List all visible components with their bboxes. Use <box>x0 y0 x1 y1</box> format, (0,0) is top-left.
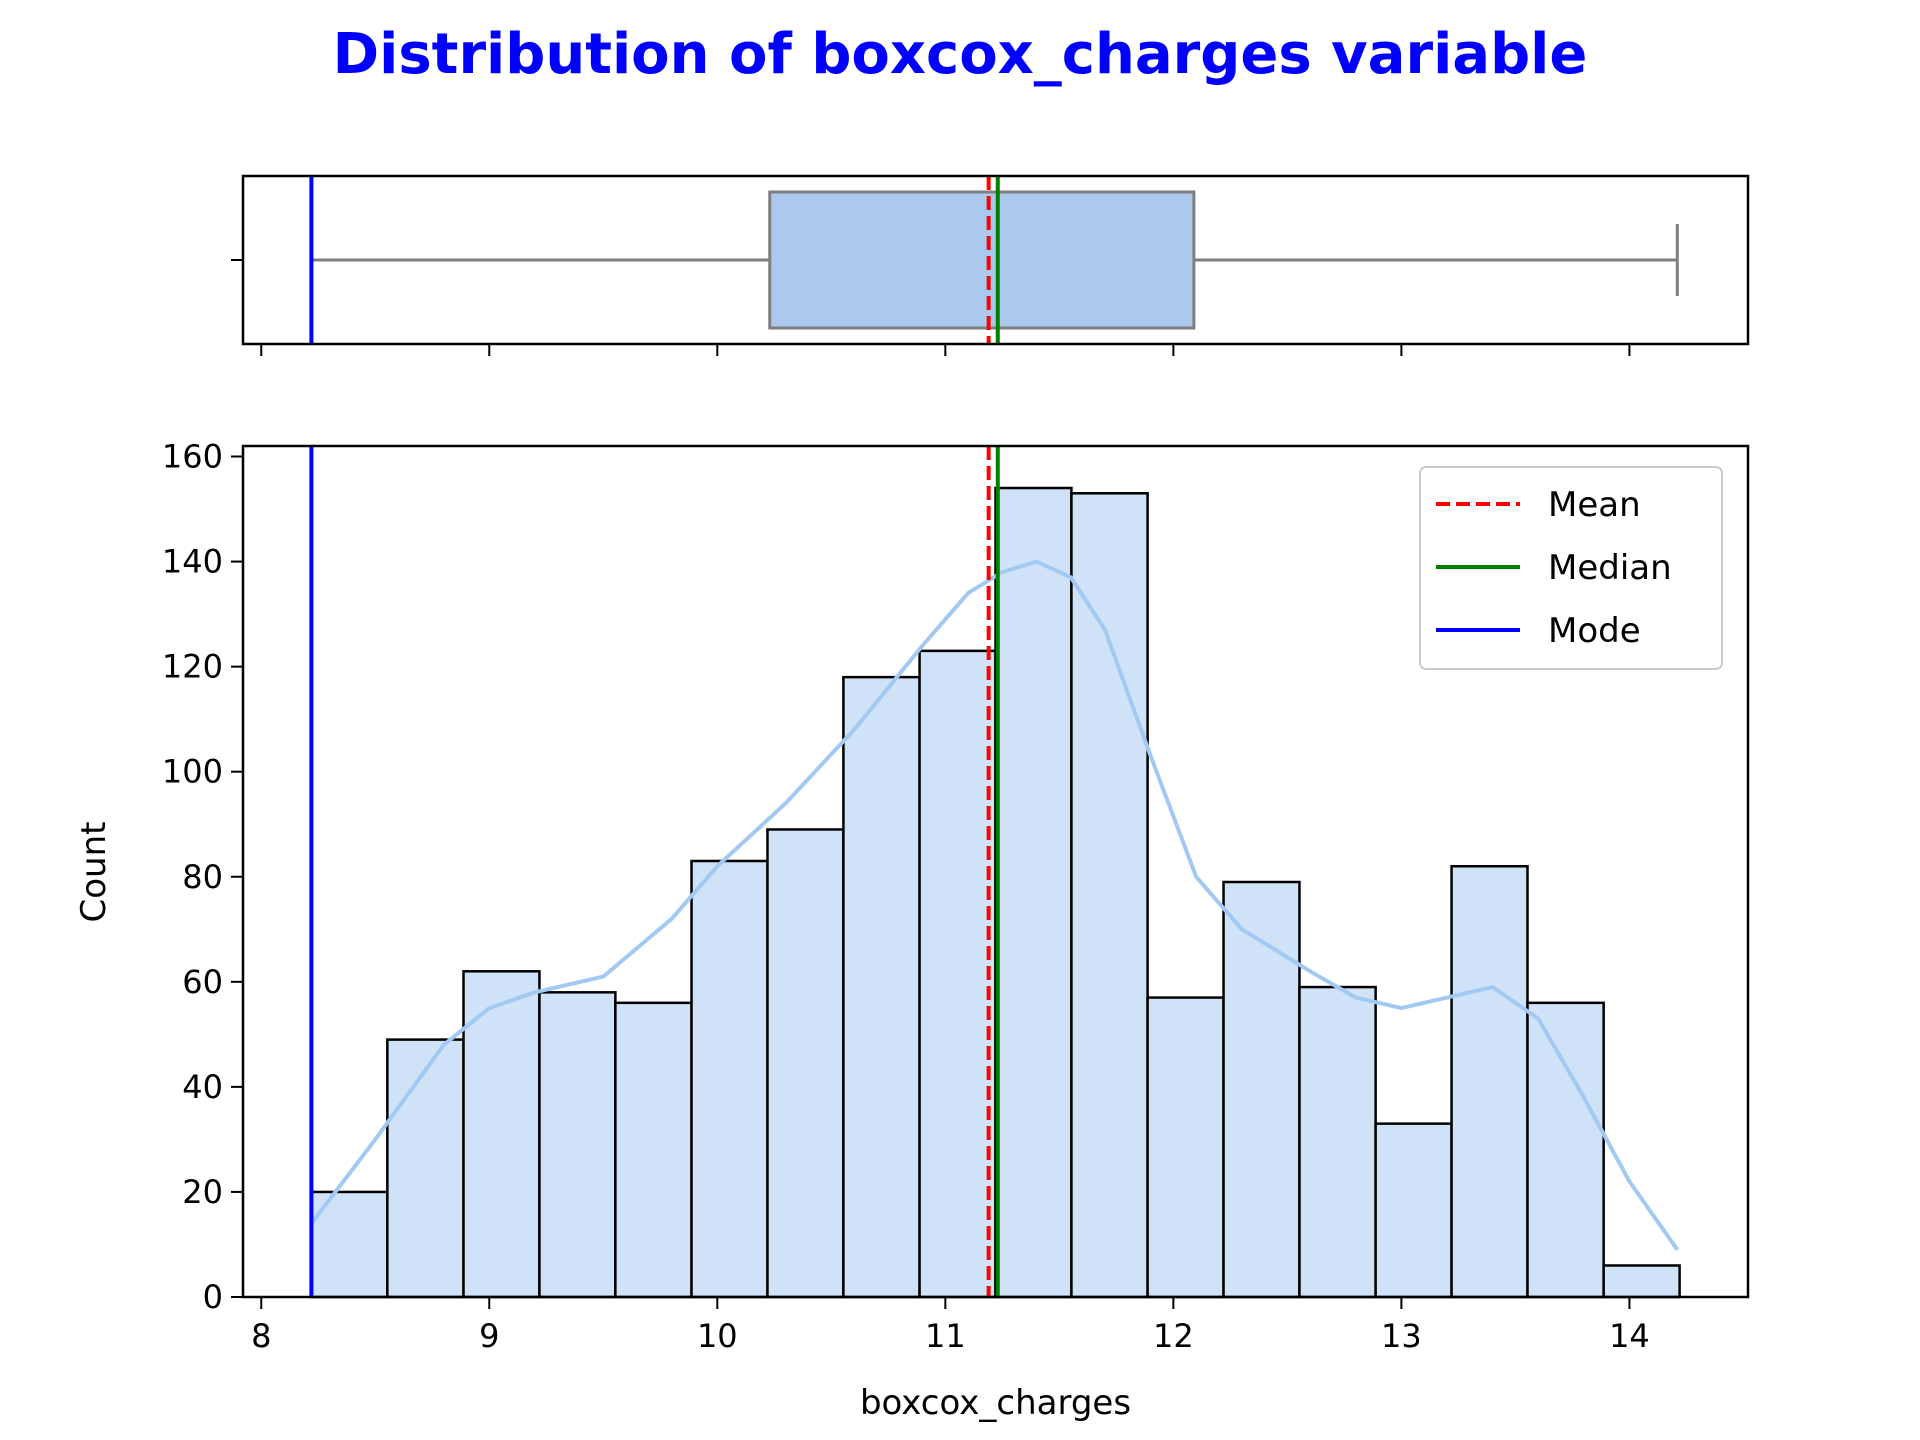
hist-bar <box>994 486 1073 1299</box>
hist-ytick-label: 120 <box>162 648 223 686</box>
hist-xtick-label: 12 <box>1153 1317 1194 1355</box>
hist-bar <box>1222 880 1301 1299</box>
hist-bar <box>614 1001 693 1299</box>
hist-ytick-label: 60 <box>182 963 223 1001</box>
box-iqr <box>768 190 1196 330</box>
hist-bar <box>918 649 997 1299</box>
x-axis-label: boxcox_charges <box>860 1383 1131 1423</box>
legend-label-median: Median <box>1548 548 1672 588</box>
hist-bar <box>1450 864 1529 1299</box>
hist-bar <box>690 859 769 1299</box>
hist-bar <box>1070 492 1149 1299</box>
y-axis-label: Count <box>74 822 114 923</box>
hist-xtick-label: 13 <box>1381 1317 1422 1355</box>
legend-label-mean: Mean <box>1548 485 1641 525</box>
hist-bar <box>842 675 921 1299</box>
hist-bar <box>1602 1264 1681 1299</box>
hist-ytick-label: 160 <box>162 438 223 476</box>
hist-frame <box>241 444 1750 1299</box>
hist-ytick-label: 140 <box>162 543 223 581</box>
hist-ytick-label: 20 <box>182 1173 223 1211</box>
hist-bar <box>538 991 617 1299</box>
kde-curve <box>309 559 1679 1251</box>
hist-ytick-label: 100 <box>162 753 223 791</box>
hist-bar <box>462 970 541 1299</box>
hist-xtick-label: 9 <box>479 1317 499 1355</box>
legend-label-mode: Mode <box>1548 611 1641 651</box>
hist-xtick-label: 14 <box>1609 1317 1650 1355</box>
hist-bar <box>386 1038 465 1299</box>
hist-xtick-label: 8 <box>251 1317 271 1355</box>
hist-bar <box>1374 1122 1453 1299</box>
hist-bar <box>1146 996 1225 1299</box>
hist-ytick-label: 0 <box>203 1278 223 1316</box>
chart-title: Distribution of boxcox_charges variable <box>332 22 1588 87</box>
hist-bar <box>1526 1001 1605 1299</box>
hist-bar <box>1298 985 1377 1299</box>
hist-ytick-label: 40 <box>182 1068 223 1106</box>
hist-bar <box>766 828 845 1299</box>
hist-xtick-label: 10 <box>697 1317 738 1355</box>
hist-ytick-label: 80 <box>182 858 223 896</box>
legend-box <box>1419 466 1723 670</box>
hist-xtick-label: 11 <box>925 1317 966 1355</box>
